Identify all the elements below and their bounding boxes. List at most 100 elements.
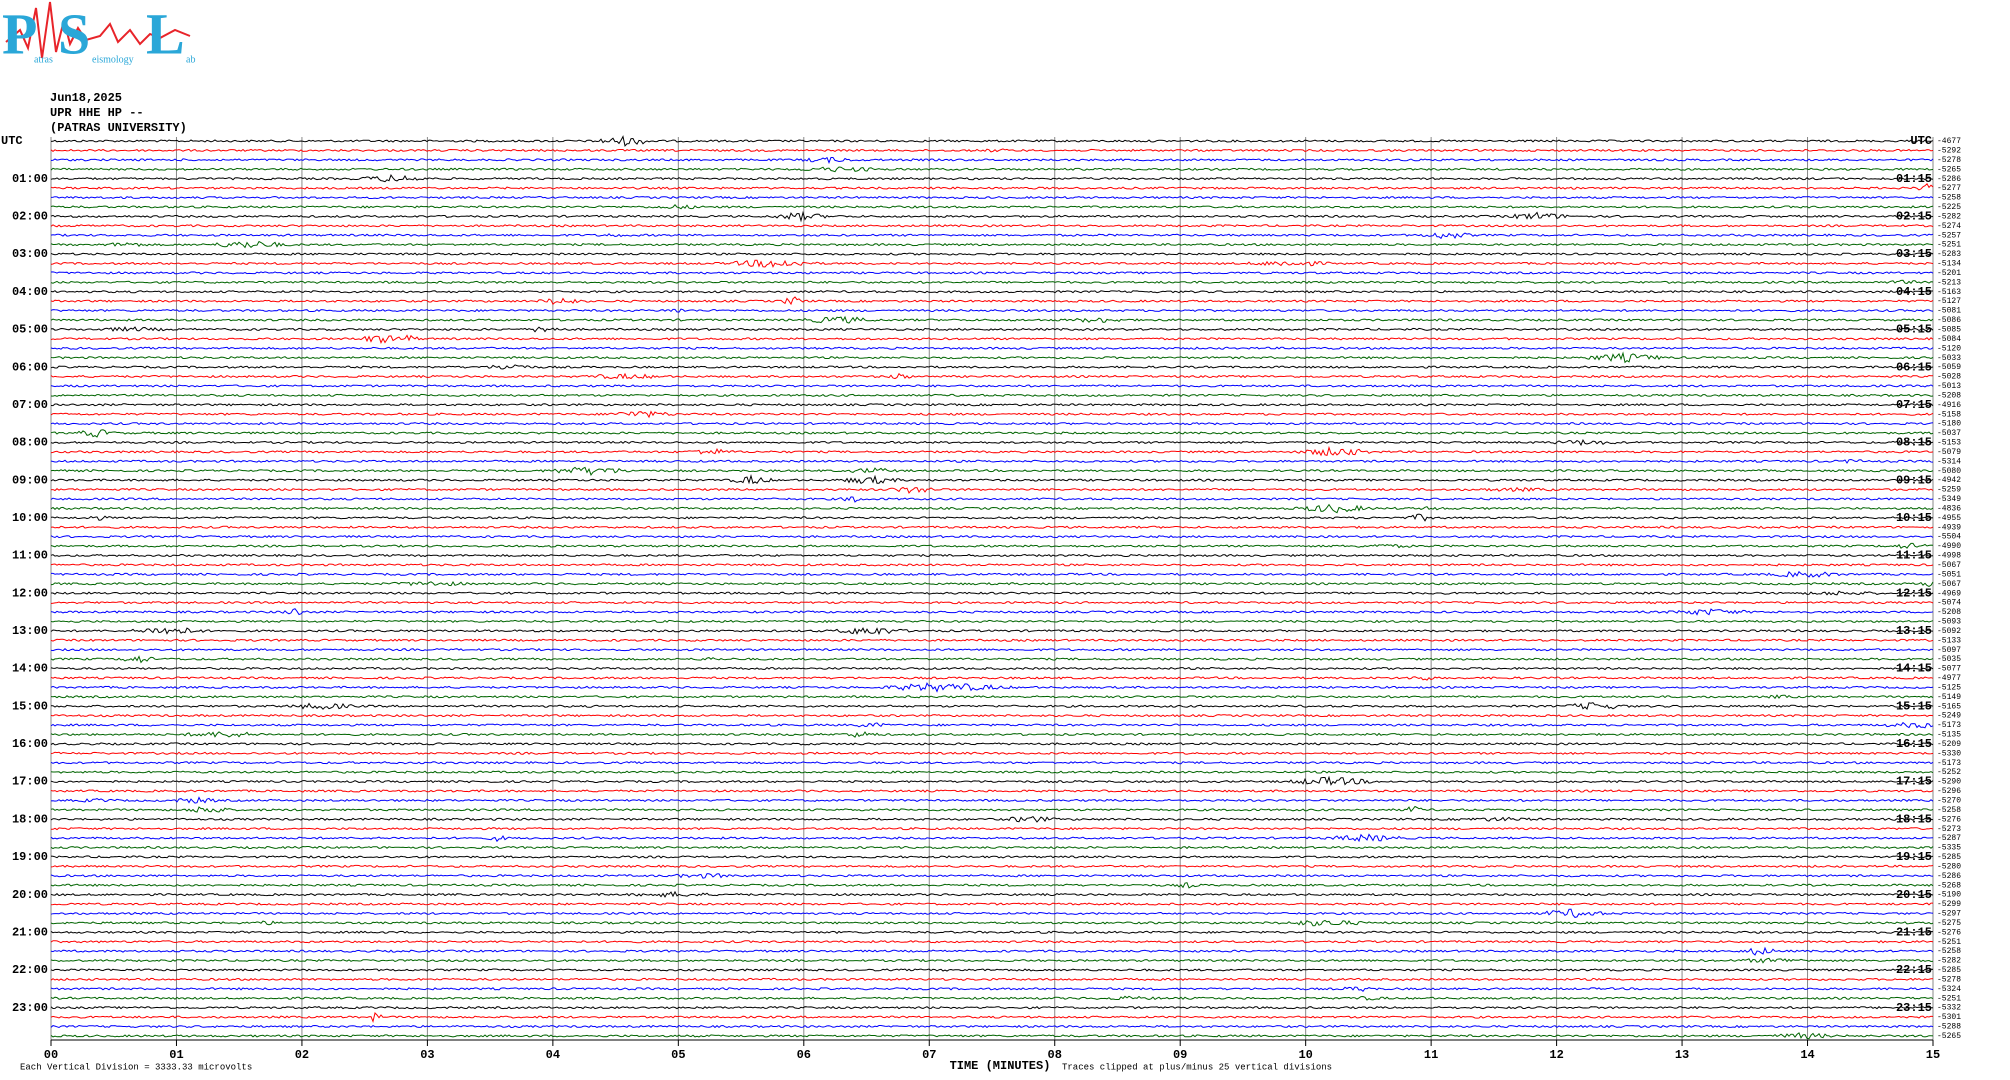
labels: 00 01 02 03 04 05 06 07 08 09 10 11 12 13 14 15-4677-52… [1,134,1961,1062]
hour-label-right: 02:15 [1896,210,1932,224]
trace-offset: -5274 [1937,222,1961,231]
trace [50,986,1934,993]
trace-offset: -5051 [1937,570,1961,579]
date: Jun18,2025 [50,91,122,105]
hour-label-right: 13:15 [1896,624,1932,638]
x-tick-label: 11 [1424,1048,1438,1062]
trace-offset: -5086 [1937,316,1961,325]
logo-word: eismology [92,54,134,65]
trace-offset: -5324 [1937,985,1961,994]
trace [50,815,1934,823]
trace-offset: -5282 [1937,957,1961,966]
trace-offset: -5180 [1937,420,1961,429]
hour-label-left: 11:00 [12,549,48,563]
trace-offset: -5085 [1937,326,1961,335]
logo-wave [5,1,191,59]
trace [50,525,1934,529]
trace [50,393,1934,397]
trace [50,676,1934,681]
trace-offset: -5067 [1937,561,1961,570]
hour-label-right: 09:15 [1896,473,1932,487]
trace-offset: -5028 [1937,373,1961,382]
trace [50,946,1934,956]
trace [50,638,1934,642]
trace-offset: -5275 [1937,919,1961,928]
logo-letter: S [58,1,90,66]
clip-note: Traces clipped at plus/minus 25 vertical… [1062,1062,1332,1072]
trace [50,600,1934,605]
trace [50,534,1934,539]
trace [50,666,1934,671]
trace-offset: -5093 [1937,618,1961,627]
trace [50,713,1934,718]
trace [50,742,1934,746]
trace-offset: -5213 [1937,278,1961,287]
hour-label-right: 08:15 [1896,436,1932,450]
trace-offset: -4836 [1937,504,1961,513]
trace [50,308,1934,313]
x-tick-label: 14 [1800,1048,1814,1062]
trace [50,315,1934,324]
trace-offset: -5251 [1937,938,1961,947]
trace-offset: -4942 [1937,476,1961,485]
trace-offset: -5287 [1937,834,1961,843]
trace-offset: -5079 [1937,448,1961,457]
trace [50,855,1934,859]
trace-offset: -5259 [1937,486,1961,495]
trace-offset: -5120 [1937,344,1961,353]
trace [50,271,1934,275]
trace-offset: -5081 [1937,307,1961,316]
institution: (PATRAS UNIVERSITY) [50,121,187,135]
x-tick-label: 09 [1173,1048,1187,1062]
trace-offset: -5258 [1937,947,1961,956]
trace-offset: -5125 [1937,683,1961,692]
trace-offset: -5127 [1937,297,1961,306]
trace [50,930,1934,934]
trace-offset: -4939 [1937,523,1961,532]
trace [50,496,1934,503]
trace-offset: -5504 [1937,533,1961,542]
trace-offset: -5163 [1937,288,1961,297]
hour-label-left: 15:00 [12,699,48,713]
trace [50,429,1934,438]
hour-label-left: 22:00 [12,963,48,977]
trace [50,473,1934,485]
trace-offset: -5252 [1937,768,1961,777]
trace [50,290,1933,294]
trace [50,1012,1934,1024]
trace-offset: -5285 [1937,966,1961,975]
trace [50,182,1934,191]
trace [50,372,1933,380]
hour-label-left: 01:00 [12,172,48,186]
trace-offset: -5282 [1937,212,1961,221]
trace [50,789,1934,793]
trace [50,148,1934,153]
trace-offset: -4677 [1937,137,1961,146]
hour-label-left: 07:00 [12,398,48,412]
trace [50,882,1934,889]
trace [50,486,1934,494]
hour-label-left: 02:00 [12,210,48,224]
trace [50,939,1934,944]
trace-offset: -5258 [1937,194,1961,203]
trace [50,608,1934,616]
hour-label-left: 10:00 [12,511,48,525]
x-tick-label: 00 [44,1048,58,1062]
trace [50,296,1934,306]
trace [50,775,1934,786]
trace [50,326,1934,333]
trace [50,252,1934,256]
trace-offset: -5225 [1937,203,1961,212]
trace-offset: -5037 [1937,429,1961,438]
logo-word: atras [34,54,53,65]
trace [50,761,1934,765]
hour-label-right: 05:15 [1896,323,1932,337]
trace-offset: -5158 [1937,410,1961,419]
trace-offset: -5135 [1937,731,1961,740]
trace [50,346,1934,350]
trace [50,232,1934,240]
trace-offset: -4998 [1937,552,1961,561]
hour-label-left: 17:00 [12,775,48,789]
trace-offset: -5097 [1937,646,1961,655]
trace-offset: -5273 [1937,825,1961,834]
